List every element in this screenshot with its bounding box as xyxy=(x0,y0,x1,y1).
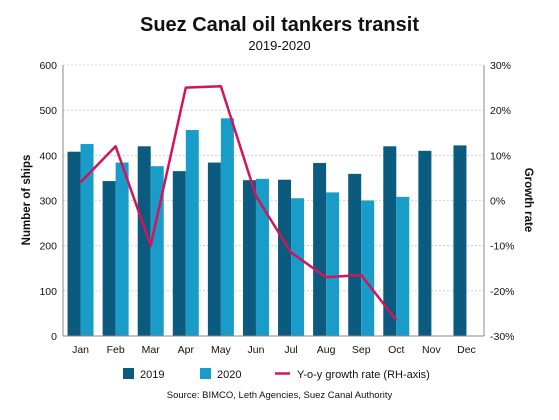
y-axis-title: Number of ships xyxy=(21,155,33,246)
bar-2019 xyxy=(278,179,292,336)
bar-2019 xyxy=(383,146,397,336)
y-tick-label: 400 xyxy=(39,150,57,162)
bar-2019 xyxy=(137,146,151,336)
legend-label-2019: 2019 xyxy=(140,369,164,381)
growth-line-layer xyxy=(79,84,398,321)
y2-tick-label: 0% xyxy=(490,196,505,208)
y2-tick-label: 10% xyxy=(490,150,511,162)
bar-2019 xyxy=(418,150,432,336)
y-axis-ticks: 0 100 200 300 400 500 600 xyxy=(39,60,57,343)
x-tick-label: Jan xyxy=(72,344,89,356)
x-tick-label: Jun xyxy=(247,344,264,356)
chart-subtitle: 2019-2020 xyxy=(248,38,310,53)
bar-2019 xyxy=(172,171,186,336)
legend-swatch-2020 xyxy=(200,368,211,379)
y2-tick-label: 30% xyxy=(490,60,511,72)
x-tick-label: Apr xyxy=(178,344,195,356)
bar-2020 xyxy=(255,178,269,336)
y-tick-label: 300 xyxy=(39,196,57,208)
bar-2019 xyxy=(242,180,256,336)
bar-2020 xyxy=(115,162,129,336)
bar-2020 xyxy=(150,166,164,336)
x-tick-label: May xyxy=(211,344,232,356)
x-tick-label: Dec xyxy=(457,344,476,356)
y2-tick-label: -30% xyxy=(490,331,515,343)
y-tick-label: 200 xyxy=(39,241,57,253)
y-tick-label: 0 xyxy=(51,331,57,343)
x-tick-label: Feb xyxy=(107,344,125,356)
bar-2020 xyxy=(396,196,410,336)
x-tick-label: Sep xyxy=(352,344,371,356)
bars xyxy=(67,118,467,337)
x-tick-label: Mar xyxy=(142,344,161,356)
legend: 2019 2020 Y-o-y growth rate (RH-axis) xyxy=(123,368,430,381)
x-axis-ticks: Jan Feb Mar Apr May Jun Jul Aug Sep Oct Nov Dec xyxy=(72,344,476,356)
growth-rate-line xyxy=(79,84,398,321)
x-tick-label: Aug xyxy=(317,344,336,356)
bar-2020 xyxy=(80,144,94,336)
bar-2020 xyxy=(185,130,199,336)
bar-2019 xyxy=(102,181,116,336)
bar-2019 xyxy=(67,151,81,336)
bar-2019 xyxy=(348,173,362,336)
y2-axis-ticks: -30% -20% -10% 0% 10% 20% 30% xyxy=(490,60,515,343)
legend-label-growth: Y-o-y growth rate (RH-axis) xyxy=(297,369,430,381)
y-tick-label: 500 xyxy=(39,105,57,117)
y2-axis-title: Growth rate xyxy=(522,168,534,233)
y-tick-label: 600 xyxy=(39,60,57,72)
x-tick-label: Nov xyxy=(422,344,441,356)
y-tick-label: 100 xyxy=(39,286,57,298)
y2-tick-label: 20% xyxy=(490,105,511,117)
bar-2020 xyxy=(220,118,234,337)
bar-2020 xyxy=(326,192,340,336)
bar-2019 xyxy=(313,163,327,336)
x-tick-label: Jul xyxy=(284,344,297,356)
bar-2020 xyxy=(291,198,305,336)
y2-tick-label: -10% xyxy=(490,241,515,253)
bar-2019 xyxy=(453,145,467,336)
bar-2019 xyxy=(207,162,221,336)
bar-2020 xyxy=(361,200,375,336)
source-note: Source: BIMCO, Leth Agencies, Suez Canal… xyxy=(167,390,393,401)
legend-swatch-2019 xyxy=(123,368,134,379)
legend-label-2020: 2020 xyxy=(217,369,241,381)
chart-title: Suez Canal oil tankers transit xyxy=(140,14,419,36)
y2-tick-label: -20% xyxy=(490,286,515,298)
x-tick-label: Oct xyxy=(388,344,404,356)
